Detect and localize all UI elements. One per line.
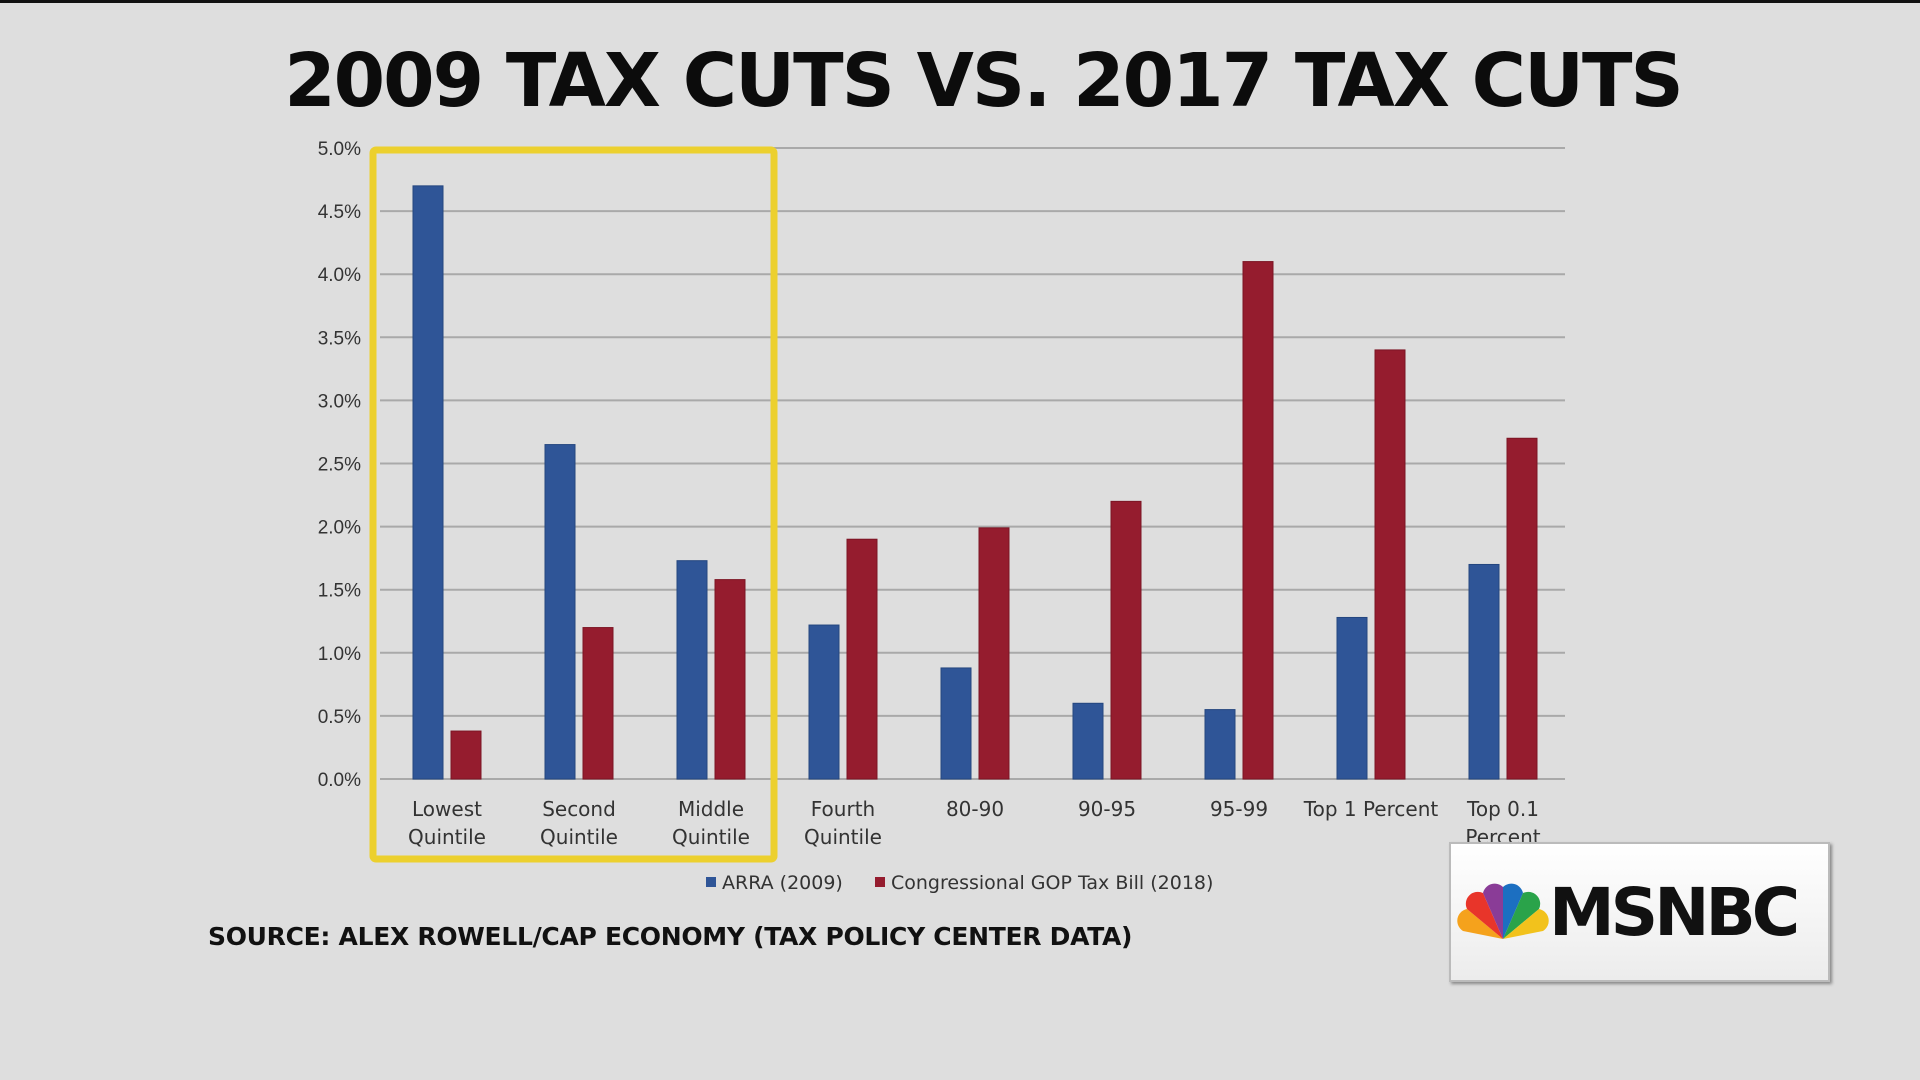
bar-gop [1110,500,1142,780]
y-tick-label: 5.0% [318,139,361,160]
x-tick-label: Quintile [540,825,618,849]
bar-gop [1242,261,1274,780]
y-tick-label: 0.5% [318,707,361,728]
y-tick-label: 3.0% [318,391,361,412]
y-tick-label: 4.0% [318,265,361,286]
highlight-box [369,146,778,863]
x-tick-label: Fourth [811,797,875,821]
x-tick-label: Quintile [804,825,882,849]
source-caption: SOURCE: ALEX ROWELL/CAP ECONOMY (TAX POL… [208,922,1133,951]
bar-gop [450,730,482,780]
y-tick-label: 1.5% [318,581,361,602]
x-tick-label: Second [542,797,616,821]
y-tick-label: 4.5% [318,202,361,223]
y-tick-label: 1.0% [318,644,361,665]
bar-arra [940,667,972,780]
logo-text: MSNBC [1549,874,1800,951]
bar-gop [1506,437,1538,780]
bar-arra [676,560,708,780]
bar-gop [846,538,878,780]
y-tick-label: 3.5% [318,328,361,349]
top-border [0,0,1920,3]
bar-arra [808,624,840,780]
legend-label: Congressional GOP Tax Bill (2018) [891,872,1213,894]
y-tick-label: 2.0% [318,518,361,539]
x-tick-label: Middle [678,797,744,821]
peacock-icon [1457,883,1549,939]
bar-arra [1468,563,1500,780]
bar-gop [1374,349,1406,780]
bar-gop [582,627,614,780]
y-tick-label: 0.0% [318,770,361,791]
x-tick-label: 95-99 [1210,797,1268,821]
x-tick-label: Quintile [672,825,750,849]
chart-title: 2009 TAX CUTS VS. 2017 TAX CUTS [284,38,1684,124]
x-tick-label: Top 1 Percent [1303,797,1439,821]
bar-arra [1336,616,1368,780]
x-tick-label: 80-90 [946,797,1004,821]
legend-swatch [706,877,716,887]
legend-swatch [875,877,885,887]
x-tick-label: Lowest [412,797,482,821]
bar-arra [544,444,576,780]
x-tick-label: Top 0.1 [1466,797,1539,821]
bar-arra [1204,709,1236,780]
msnbc-logo: MSNBC [1449,842,1830,982]
x-tick-label: 90-95 [1078,797,1136,821]
bar-gop [978,527,1010,780]
y-tick-label: 2.5% [318,455,361,476]
bar-arra [1072,702,1104,780]
x-tick-label: Quintile [408,825,486,849]
legend-label: ARRA (2009) [722,872,843,894]
bar-gop [714,579,746,780]
bar-arra [412,185,444,780]
